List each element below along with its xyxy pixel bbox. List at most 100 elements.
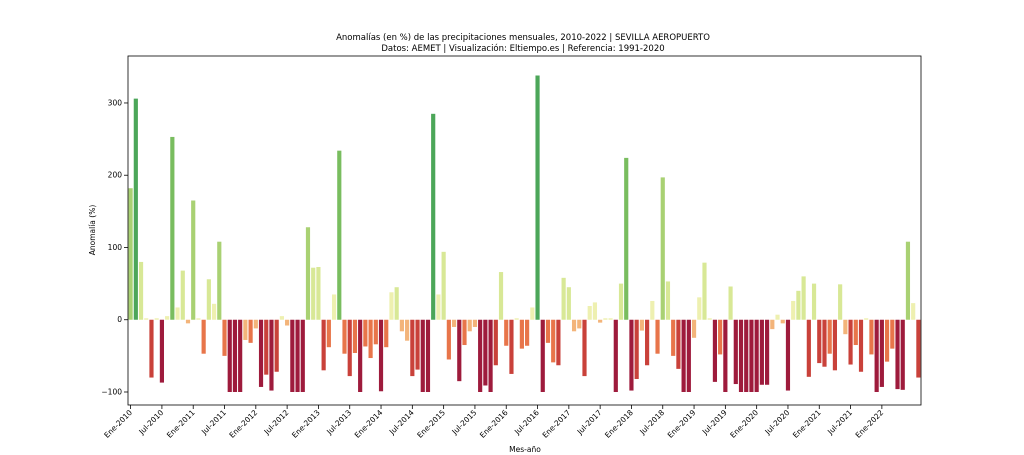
bar [770,319,775,330]
bar [258,319,264,387]
x-tick-label: Ene-2022 [854,408,886,440]
bar [326,319,331,348]
bar [175,307,180,320]
x-tick-label: Ene-2010 [102,408,134,440]
bar [457,319,462,382]
x-tick-label: Ene-2016 [478,408,510,440]
bar [639,319,644,331]
bar [264,319,269,375]
bar [624,157,629,320]
bar [811,283,817,320]
chart-title: Anomalías (en %) de las precipitaciones … [336,33,710,43]
bar [285,319,290,326]
bar [858,319,864,372]
y-tick-label: 0 [117,315,122,324]
x-tick-label: Ene-2011 [165,408,197,440]
bar [671,319,676,356]
bar [358,319,363,392]
bar [441,251,446,320]
bar [551,319,556,363]
x-axis-label: Mes-año [509,445,541,454]
bar [420,319,425,392]
bar [879,319,884,387]
bar [598,319,603,323]
bar [916,319,921,378]
bars-group [128,75,921,392]
bar [300,319,305,392]
plot-frame [127,55,922,406]
y-tick-label: 300 [108,98,123,107]
bar [864,318,869,320]
bar [848,319,853,365]
bar [530,307,535,320]
bar [159,319,164,383]
bar [817,319,822,364]
x-tick-label: Ene-2019 [666,408,698,440]
bar [869,319,874,355]
x-tick-label: Jul-2016 [512,408,541,437]
bar [712,319,718,382]
bar [749,319,754,392]
bar [436,294,441,320]
bar [373,319,378,345]
bar [378,319,384,392]
bar [321,319,326,371]
bar [535,75,540,320]
bar [634,319,639,379]
bar [180,270,185,320]
bar [399,319,404,332]
bar [133,98,138,320]
y-tick-label: 200 [108,171,123,180]
x-axis: Ene-2010 Jul-2010 Ene-2011 Jul-2011 Ene-2012… [102,405,885,440]
bar [415,319,420,370]
bar [212,303,217,320]
bar [337,150,342,320]
bar [165,316,170,320]
bar [561,277,566,320]
bar [493,319,498,366]
y-tick-label: −100 [101,387,122,396]
bar [895,319,900,390]
bar [723,319,728,392]
bar [571,319,577,332]
bar [718,319,723,355]
x-tick-label: Jul-2012 [262,408,291,437]
bar [738,319,744,392]
bar [785,319,791,391]
x-tick-label: Jul-2017 [575,408,604,437]
bar [853,319,858,346]
bar [728,286,733,320]
y-axis: −100 0 100 200 300 [101,98,128,396]
bar [347,319,352,377]
bar [827,319,832,354]
bar [243,319,248,340]
bar [295,319,300,392]
bar [780,319,785,324]
bar [822,319,827,367]
bar [478,319,483,392]
bar [645,319,650,366]
bar [311,267,316,320]
x-tick-label: Jul-2014 [387,408,416,437]
bar [890,319,895,349]
bar [838,284,843,320]
x-tick-label: Ene-2021 [791,408,823,440]
bar [154,318,159,320]
bar [316,266,321,320]
bar [498,272,504,320]
bar [149,319,154,378]
bar [185,319,191,324]
bar [248,319,253,343]
bar [686,319,691,392]
bar [384,319,389,348]
bar [885,319,890,362]
bar [765,319,770,385]
bar [232,319,238,392]
x-tick-label: Jul-2011 [199,408,228,437]
bar [206,279,211,320]
bar [128,188,133,320]
bar [801,276,806,320]
x-tick-label: Jul-2018 [637,408,666,437]
chart-subtitle: Datos: AEMET | Visualización: Eltiempo.e… [381,43,664,54]
bar [274,319,279,372]
